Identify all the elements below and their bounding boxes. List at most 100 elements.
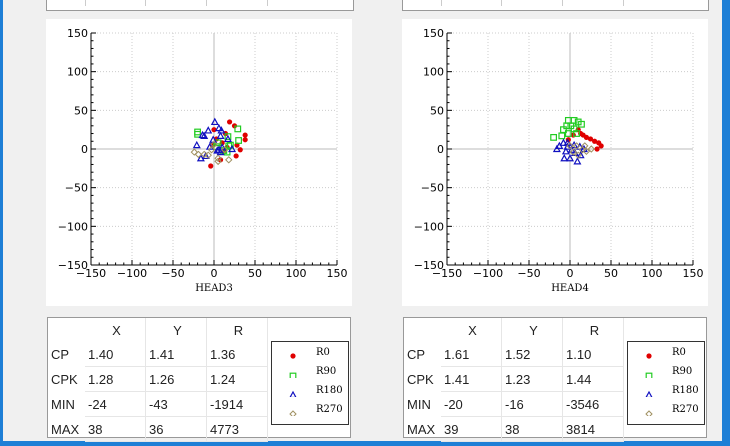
window-border-right <box>722 0 730 446</box>
stat-value: 39 <box>441 416 502 442</box>
point-r180 <box>204 126 213 134</box>
point-r180 <box>213 146 222 154</box>
y-tick-label: 100 <box>423 66 444 79</box>
stat-value: 1.52 <box>501 342 563 367</box>
legend-label: R90 <box>672 366 693 377</box>
point-r90 <box>573 130 580 137</box>
legend-marker-icon <box>645 390 653 397</box>
point-r270 <box>569 148 577 156</box>
point-r0 <box>226 119 233 125</box>
point-r270 <box>566 142 574 150</box>
table-row: CP 1.61 1.52 1.10 <box>404 342 624 367</box>
x-tick-label: −150 <box>432 267 462 280</box>
x-tick-label: −150 <box>76 267 106 280</box>
y-tick-label: −100 <box>58 220 88 233</box>
point-r180 <box>216 147 225 156</box>
legend-marker <box>289 372 297 378</box>
legend-item: R270 <box>628 404 706 418</box>
point-r0 <box>598 143 604 149</box>
point-r270 <box>572 142 581 150</box>
legend-label: R270 <box>672 404 699 415</box>
x-tick-label: 100 <box>642 267 663 280</box>
point-r90 <box>558 132 566 140</box>
chart-panel-head4: −150 −100 −50 0 50 100 150 150 100 50 0 −50 −100 −150… <box>402 19 708 306</box>
stat-value: 3814 <box>562 416 624 442</box>
table-row: CPK 1.41 1.23 1.44 <box>404 366 624 392</box>
x-axis-label: HEAD3 <box>195 283 233 294</box>
point-r270 <box>581 142 589 150</box>
stat-value: -24 <box>85 391 146 417</box>
row-label: MAX <box>407 421 436 437</box>
x-tick-label: 0 <box>567 267 574 280</box>
legend: R0 R90 R180 R270 <box>627 341 705 425</box>
x-tick-label: −100 <box>117 267 147 280</box>
column-header: X <box>441 318 502 342</box>
point-r90 <box>234 125 242 133</box>
legend-marker <box>289 390 297 397</box>
row-label: MIN <box>51 396 75 412</box>
row-label: MIN <box>407 396 431 412</box>
point-r180 <box>563 142 572 150</box>
legend-marker-icon <box>289 390 297 397</box>
legend-marker-icon <box>289 410 297 416</box>
row-label: CPK <box>51 371 78 387</box>
legend-marker-icon <box>289 372 297 378</box>
chart-panel-head3: −150 −100 −50 0 50 100 150 150 100 50 0 −50 −100 −150… <box>46 19 352 306</box>
point-r0 <box>233 153 239 159</box>
stat-value: -1914 <box>206 391 268 417</box>
row-label: CP <box>407 346 426 362</box>
legend-marker <box>290 353 296 359</box>
legend-label: R0 <box>316 347 330 358</box>
window-border-left <box>0 0 3 446</box>
legend: R0 R90 R180 R270 <box>271 341 349 425</box>
point-r0 <box>242 132 248 138</box>
legend-marker <box>645 372 653 378</box>
x-tick-label: 100 <box>286 267 307 280</box>
point-r90 <box>194 130 202 138</box>
point-r270 <box>214 157 222 166</box>
table-row: MAX 38 36 4773 <box>48 416 268 442</box>
stat-value: -20 <box>441 391 502 417</box>
stat-value: 1.23 <box>501 366 563 392</box>
point-r180 <box>217 126 226 134</box>
point-r180 <box>216 131 225 139</box>
y-tick-label: 150 <box>67 27 88 40</box>
column-header: R <box>562 318 624 342</box>
legend-marker <box>289 410 297 416</box>
stat-value: 1.41 <box>441 366 502 392</box>
point-r180 <box>210 117 219 126</box>
legend-label: R270 <box>316 404 343 415</box>
legend-marker <box>646 353 652 359</box>
point-r90 <box>564 130 572 137</box>
corner-cell <box>404 318 441 342</box>
stat-value: 1.44 <box>562 366 624 392</box>
point-r270 <box>582 147 591 156</box>
x-tick-label: 150 <box>683 267 704 280</box>
y-tick-label: 50 <box>430 104 444 117</box>
stat-value: 38 <box>501 416 563 442</box>
stat-value: 38 <box>85 416 146 442</box>
point-r270 <box>204 151 212 159</box>
point-r270 <box>200 150 208 159</box>
y-tick-label: −50 <box>421 182 444 195</box>
point-r270 <box>194 150 203 159</box>
y-tick-label: 50 <box>74 104 88 117</box>
corner-cell <box>48 318 85 342</box>
y-tick-label: −100 <box>414 220 444 233</box>
y-tick-label: 150 <box>423 27 444 40</box>
stats-grid: X Y R CP 1.40 1.41 1.36 CPK 1.28 1.26 1.24 MIN -24 -4… <box>48 318 268 442</box>
table-row: CPK 1.28 1.26 1.24 <box>48 366 268 392</box>
point-r0 <box>217 157 224 163</box>
point-r270 <box>210 140 218 149</box>
x-tick-label: −50 <box>161 267 184 280</box>
stat-value: 1.61 <box>441 342 502 367</box>
point-r90 <box>235 137 243 144</box>
legend-label: R180 <box>316 385 343 396</box>
stats-table-head4: X Y R CP 1.61 1.52 1.10 CPK 1.41 1.23 1.44 MIN -20 -1… <box>403 317 707 442</box>
point-r180 <box>552 144 561 153</box>
stat-value: 1.24 <box>206 366 268 392</box>
legend-label: R0 <box>672 347 686 358</box>
point-r90 <box>570 116 578 124</box>
legend-item: R90 <box>272 366 350 380</box>
legend-label: R90 <box>316 366 337 377</box>
